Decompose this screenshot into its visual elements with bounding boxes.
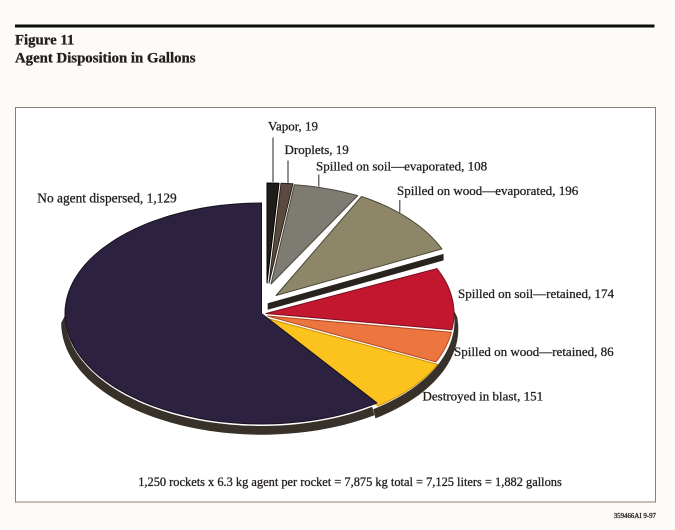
svg-text:Droplets, 19: Droplets, 19 (285, 142, 349, 157)
svg-text:Vapor, 19: Vapor, 19 (268, 119, 318, 134)
svg-text:Destroyed in blast, 151: Destroyed in blast, 151 (423, 389, 544, 404)
svg-text:Spilled on soil—evaporated, 10: Spilled on soil—evaporated, 108 (316, 159, 487, 174)
svg-text:Agent Disposition in Gallons: Agent Disposition in Gallons (15, 51, 196, 67)
svg-text:Spilled on soil—retained, 174: Spilled on soil—retained, 174 (458, 286, 614, 301)
svg-text:Spilled on wood—evaporated, 19: Spilled on wood—evaporated, 196 (397, 183, 579, 198)
svg-text:Spilled on wood—retained, 86: Spilled on wood—retained, 86 (454, 344, 614, 359)
svg-text:1,250 rockets x 6.3 kg agent p: 1,250 rockets x 6.3 kg agent per rocket … (138, 475, 562, 489)
svg-text:Figure 11: Figure 11 (15, 33, 74, 49)
svg-text:No agent dispersed, 1,129: No agent dispersed, 1,129 (37, 191, 177, 206)
svg-text:359466AI 9-97: 359466AI 9-97 (614, 513, 657, 520)
